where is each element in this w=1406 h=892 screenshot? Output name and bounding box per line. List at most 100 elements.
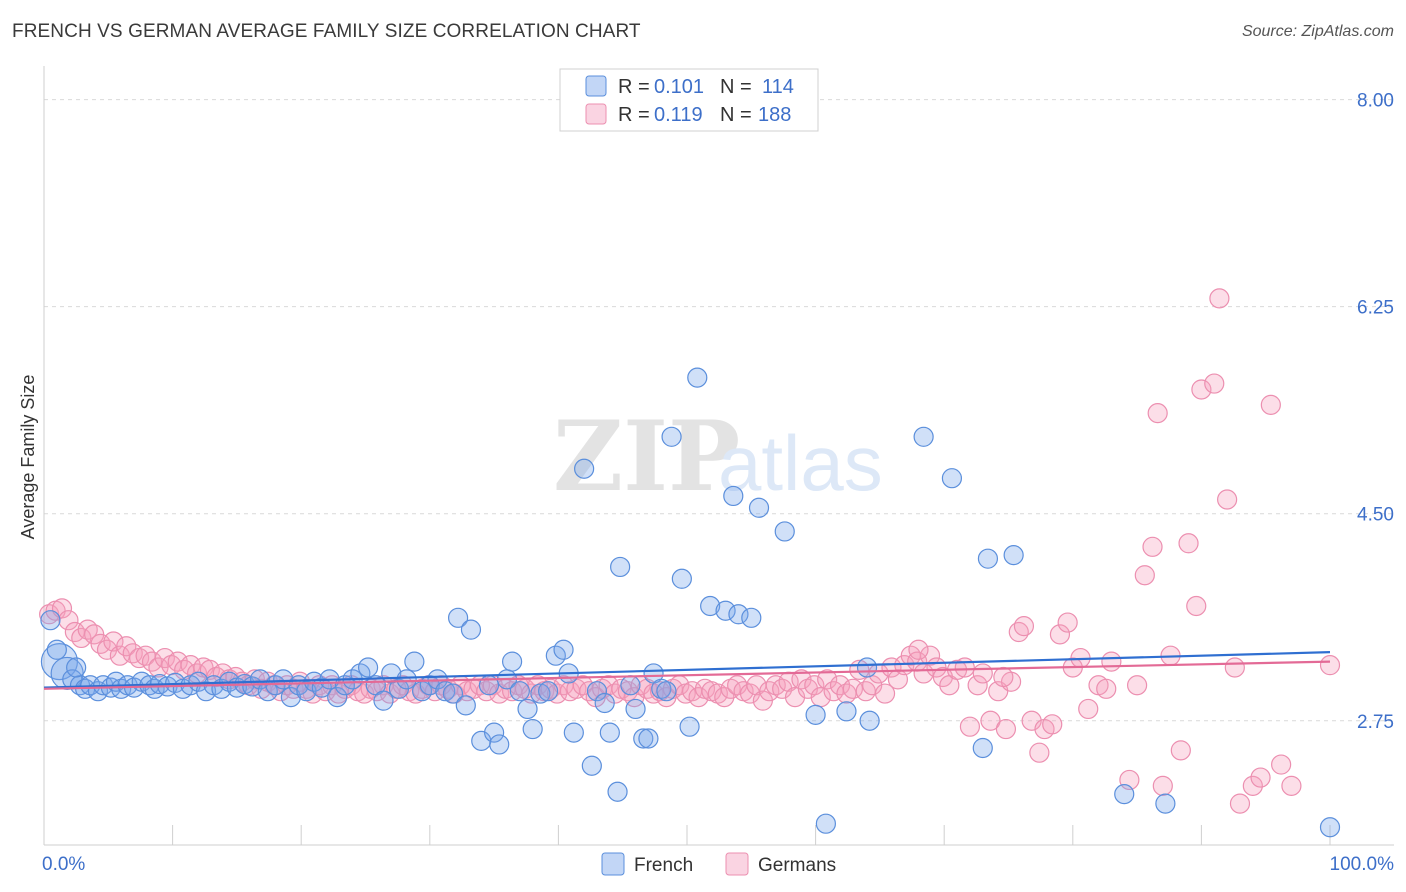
german-point xyxy=(579,681,600,702)
axes xyxy=(43,66,1394,846)
french-point xyxy=(671,568,692,589)
french-point xyxy=(404,651,425,672)
french-point xyxy=(913,426,934,447)
german-point xyxy=(1281,775,1302,796)
french-point xyxy=(530,683,551,704)
french-point xyxy=(856,657,878,678)
french-point xyxy=(581,755,602,776)
french-point xyxy=(460,619,482,640)
german-point xyxy=(908,639,929,660)
french-point xyxy=(748,497,770,518)
chart-title: FRENCH VS GERMAN AVERAGE FAMILY SIZE COR… xyxy=(12,21,641,42)
german-point xyxy=(874,683,896,704)
french-point xyxy=(687,367,708,388)
german-point xyxy=(1224,657,1245,678)
trend-lines xyxy=(43,651,1331,690)
german-point xyxy=(1057,612,1078,633)
french-trend-line xyxy=(43,651,1331,689)
french-point xyxy=(972,737,993,759)
french-point xyxy=(594,692,615,714)
german-point xyxy=(993,666,1014,688)
german-point xyxy=(1042,714,1063,735)
y-tick-labels: 2.75 4.50 6.25 8.00 xyxy=(1357,91,1394,733)
german-point xyxy=(759,681,780,702)
german-point xyxy=(1142,536,1163,557)
german-point xyxy=(1170,740,1191,761)
french-point xyxy=(610,556,631,578)
french-point xyxy=(1114,784,1135,805)
german-point xyxy=(688,686,709,708)
french-point xyxy=(607,781,628,802)
french-point xyxy=(357,657,379,678)
french-point xyxy=(805,704,826,725)
german-point xyxy=(90,633,111,654)
french-point xyxy=(396,669,417,690)
german-point xyxy=(1013,616,1035,637)
german-point xyxy=(954,657,975,678)
french-point xyxy=(651,678,672,699)
french-point xyxy=(1155,793,1176,814)
x-tick-start: 0.0% xyxy=(42,854,85,875)
german-point xyxy=(1029,742,1050,763)
legend-n-label-french: N = xyxy=(720,76,752,98)
german-point xyxy=(714,686,735,708)
french-point xyxy=(574,458,595,479)
x-tick-end: 100.0% xyxy=(1330,854,1395,875)
german-point xyxy=(96,639,118,660)
german-point xyxy=(1260,394,1281,415)
french-point xyxy=(40,610,61,631)
german-point xyxy=(1147,403,1168,424)
watermark-atlas: atlas xyxy=(718,419,883,507)
french-point xyxy=(522,718,543,740)
stats-legend: R = 0.101 N = 114 R = 0.119 N = 188 xyxy=(559,68,819,132)
german-point xyxy=(1209,288,1230,309)
german-point xyxy=(1250,767,1271,788)
french-point xyxy=(679,716,700,737)
french-point xyxy=(728,604,749,625)
german-point xyxy=(1096,678,1117,699)
french-point xyxy=(553,639,574,660)
french-point xyxy=(599,722,620,743)
french-point xyxy=(447,607,469,628)
german-point xyxy=(1319,655,1341,676)
german-point xyxy=(1178,533,1199,554)
german-point xyxy=(58,610,79,631)
french-point xyxy=(700,595,721,617)
german-point xyxy=(804,675,825,696)
french-point xyxy=(484,722,505,743)
french-point xyxy=(327,686,348,708)
german-point xyxy=(919,645,941,666)
french-point xyxy=(586,681,608,702)
french-point xyxy=(723,485,744,507)
german-point xyxy=(39,604,60,625)
y-tick-label: 6.25 xyxy=(1357,298,1394,319)
german-point xyxy=(707,683,728,704)
german-point xyxy=(967,675,988,696)
german-point xyxy=(1191,379,1212,400)
french-point xyxy=(859,710,880,731)
german-point xyxy=(959,716,981,737)
french-point xyxy=(538,681,559,702)
bottom-legend-swatch-german xyxy=(725,852,749,876)
french-point xyxy=(620,675,641,696)
source-label: Source: ZipAtlas.com xyxy=(1241,23,1394,40)
y-tick-label: 2.75 xyxy=(1357,712,1394,733)
legend-n-value-french: 114 xyxy=(762,76,794,98)
german-point xyxy=(1078,698,1099,720)
german-point xyxy=(817,669,838,690)
french-point xyxy=(638,728,659,749)
german-point xyxy=(842,678,863,699)
french-point xyxy=(489,734,510,755)
german-point xyxy=(829,675,851,696)
french-point xyxy=(66,657,87,678)
legend-r-label-french: R = xyxy=(618,76,650,98)
german-point xyxy=(972,663,993,684)
french-point xyxy=(280,686,302,708)
german-point xyxy=(167,651,188,672)
french-point xyxy=(563,722,584,743)
legend-swatch-french xyxy=(585,75,607,97)
german-point xyxy=(1229,793,1251,814)
german-point xyxy=(1126,675,1148,696)
french-point xyxy=(633,728,654,749)
german-point xyxy=(1242,775,1263,796)
